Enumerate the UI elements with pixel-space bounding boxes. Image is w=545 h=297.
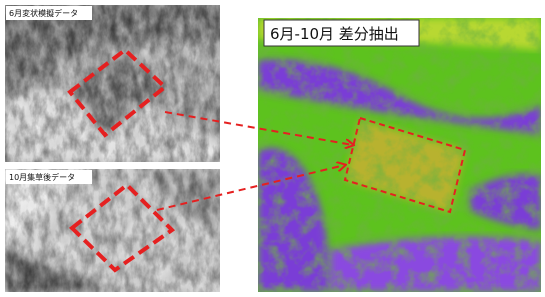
figure: 6月変状模擬データ 10月集草後データ 6月-10月 差分抽出 bbox=[0, 0, 545, 297]
difference-image bbox=[258, 18, 541, 292]
october-image bbox=[5, 169, 220, 292]
june-image bbox=[5, 5, 220, 162]
page: 6月変状模擬データ 10月集草後データ 6月-10月 差分抽出 (() => {… bbox=[0, 0, 545, 297]
panel-label: 6月変状模擬データ bbox=[9, 8, 78, 18]
panel-label: 10月集草後データ bbox=[9, 172, 75, 182]
panel-label: 6月-10月 差分抽出 bbox=[270, 25, 399, 43]
